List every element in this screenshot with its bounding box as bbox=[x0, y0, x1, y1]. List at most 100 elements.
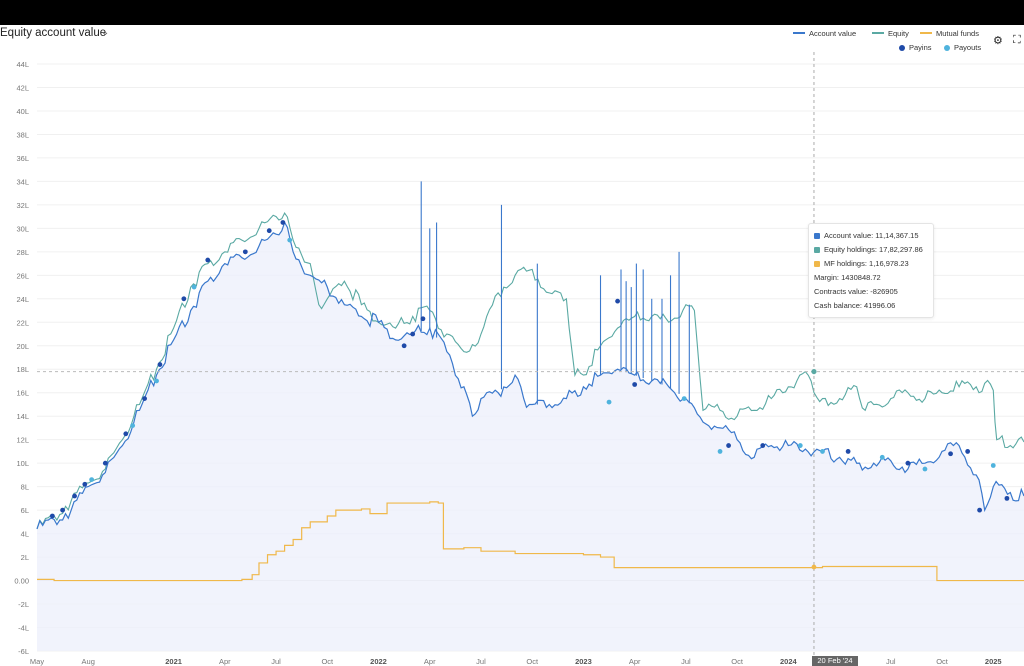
x-tick-label: Jul bbox=[681, 657, 691, 666]
legend-label: Payouts bbox=[954, 43, 982, 52]
payout-marker[interactable] bbox=[990, 463, 996, 468]
x-tick-label: Aug bbox=[82, 657, 95, 666]
x-tick-label: Oct bbox=[526, 657, 539, 666]
fullscreen-icon[interactable]: ⛶ bbox=[1013, 34, 1021, 46]
y-tick-label: 2L bbox=[21, 553, 29, 562]
legend-label: Account value bbox=[809, 29, 857, 38]
payin-marker[interactable] bbox=[205, 257, 211, 263]
payout-marker[interactable] bbox=[606, 399, 612, 405]
y-tick-label: 16L bbox=[16, 389, 29, 398]
y-tick-label: -4L bbox=[18, 624, 29, 633]
x-tick-label: Oct bbox=[936, 657, 949, 666]
legend-dot-icon bbox=[899, 45, 905, 51]
y-tick-label: 28L bbox=[16, 248, 29, 257]
top-black-bar bbox=[0, 0, 1024, 25]
payout-marker[interactable] bbox=[89, 477, 95, 482]
y-tick-label: 8L bbox=[21, 483, 29, 492]
x-tick-label: Apr bbox=[629, 657, 641, 666]
payout-marker[interactable] bbox=[287, 237, 293, 243]
legend-dot-icon bbox=[944, 45, 950, 51]
payin-marker[interactable] bbox=[49, 513, 55, 519]
payin-marker[interactable] bbox=[266, 228, 272, 234]
x-tick-label: 2021 bbox=[165, 657, 182, 666]
legend-line-icon bbox=[872, 32, 884, 34]
chart-tooltip: Account value: 11,14,367.15 Equity holdi… bbox=[808, 223, 934, 318]
payin-marker[interactable] bbox=[760, 443, 766, 448]
legend-line-icon bbox=[793, 32, 805, 34]
account-value-line bbox=[36, 221, 1024, 530]
page-title: Equity account value bbox=[0, 27, 107, 39]
payin-marker[interactable] bbox=[905, 460, 911, 466]
tooltip-mf-holdings: MF holdings: 1,16,978.23 bbox=[814, 259, 909, 268]
payout-marker[interactable] bbox=[717, 449, 723, 454]
gear-icon[interactable]: ⚙ bbox=[993, 35, 1003, 47]
legend-payouts[interactable]: Payouts bbox=[944, 43, 981, 52]
payin-marker[interactable] bbox=[726, 443, 731, 448]
payin-marker[interactable] bbox=[142, 396, 147, 401]
legend-mutual-funds[interactable]: Mutual funds bbox=[920, 29, 979, 38]
tooltip-equity-holdings: Equity holdings: 17,82,297.86 bbox=[814, 245, 923, 254]
x-tick-label: Apr bbox=[424, 657, 436, 666]
x-tick-label: May bbox=[30, 657, 44, 666]
payin-marker[interactable] bbox=[420, 316, 426, 322]
swatch-icon bbox=[814, 233, 820, 239]
y-tick-label: 34L bbox=[16, 177, 29, 186]
payin-marker[interactable] bbox=[82, 481, 88, 487]
y-tick-label: 40L bbox=[16, 107, 29, 116]
payout-marker[interactable] bbox=[681, 396, 687, 401]
payin-marker[interactable] bbox=[401, 343, 407, 349]
x-tick-label: Oct bbox=[321, 657, 334, 666]
x-tick-label: Apr bbox=[219, 657, 231, 666]
chart-title-dropdown[interactable]: Equity account value bbox=[0, 27, 106, 39]
y-tick-label: 14L bbox=[16, 412, 29, 421]
payin-marker[interactable] bbox=[242, 249, 248, 255]
tooltip-contracts-value: Contracts value: -826905 bbox=[814, 287, 898, 296]
x-tick-label: 2024 bbox=[780, 657, 798, 666]
y-tick-label: 22L bbox=[16, 318, 29, 327]
payin-marker[interactable] bbox=[102, 460, 108, 466]
payin-marker[interactable] bbox=[181, 296, 187, 302]
y-tick-label: 6L bbox=[21, 506, 29, 515]
payout-marker[interactable] bbox=[191, 284, 197, 290]
y-tick-label: 4L bbox=[21, 530, 29, 539]
y-tick-label: 26L bbox=[16, 271, 29, 280]
payout-marker[interactable] bbox=[820, 449, 825, 454]
y-tick-label: 24L bbox=[16, 295, 29, 304]
payout-marker[interactable] bbox=[879, 454, 885, 460]
y-tick-label: 32L bbox=[16, 201, 29, 210]
legend-account-value[interactable]: Account value bbox=[793, 29, 856, 38]
legend-label: Payins bbox=[909, 43, 932, 52]
x-tick-label: Jul bbox=[271, 657, 281, 666]
y-tick-label: 44L bbox=[16, 60, 29, 69]
y-tick-label: -2L bbox=[18, 600, 29, 609]
x-tick-label: Jul bbox=[476, 657, 486, 666]
payin-marker[interactable] bbox=[60, 507, 66, 513]
legend-equity[interactable]: Equity bbox=[872, 29, 909, 38]
payin-marker[interactable] bbox=[72, 493, 77, 499]
payin-marker[interactable] bbox=[280, 220, 286, 225]
payin-marker[interactable] bbox=[123, 431, 129, 437]
legend-payins[interactable]: Payins bbox=[899, 43, 932, 52]
payout-marker[interactable] bbox=[922, 466, 928, 472]
payin-marker[interactable] bbox=[1004, 495, 1010, 501]
payout-marker[interactable] bbox=[154, 378, 159, 384]
chevron-down-icon[interactable]: ⌄ bbox=[101, 27, 110, 38]
legend-line-icon bbox=[920, 32, 932, 34]
payout-marker[interactable] bbox=[130, 423, 136, 428]
payin-marker[interactable] bbox=[632, 382, 638, 387]
swatch-icon bbox=[814, 247, 820, 253]
payin-marker[interactable] bbox=[948, 451, 953, 457]
x-tick-label: 2022 bbox=[370, 657, 387, 666]
payin-marker[interactable] bbox=[965, 449, 971, 454]
payin-marker[interactable] bbox=[615, 298, 620, 304]
account-value-area bbox=[37, 222, 1024, 651]
payin-marker[interactable] bbox=[977, 507, 983, 513]
y-tick-label: 12L bbox=[16, 436, 29, 445]
x-tick-label: 2025 bbox=[985, 657, 1002, 666]
payout-marker[interactable] bbox=[797, 443, 803, 448]
payin-marker[interactable] bbox=[157, 362, 163, 367]
tooltip-cash-balance: Cash balance: 41996.06 bbox=[814, 301, 896, 310]
payin-marker[interactable] bbox=[845, 449, 851, 454]
payin-marker[interactable] bbox=[410, 331, 416, 337]
